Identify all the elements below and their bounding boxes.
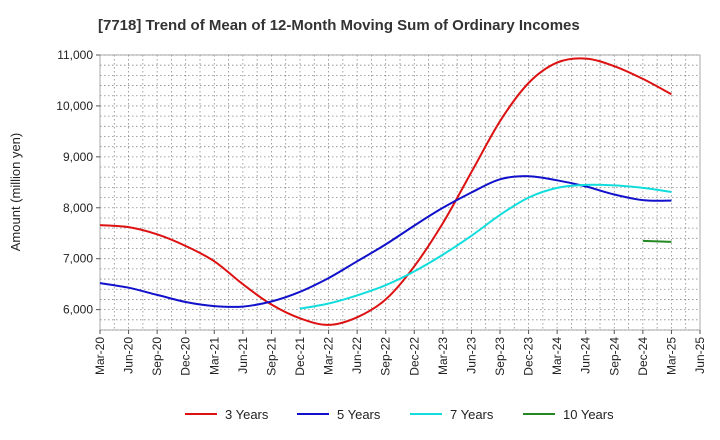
x-tick-label: Jun-25: [693, 337, 707, 374]
series-line-10-years: [642, 239, 672, 243]
y-axis: 6,000 7,000 8,000 9,000 10,000 11,000: [56, 48, 100, 317]
x-tick-label: Dec-21: [293, 337, 307, 376]
x-tick-label: Mar-20: [93, 337, 107, 375]
y-axis-title: Amount (million yen): [8, 133, 23, 252]
y-tick-label: 6,000: [63, 303, 93, 317]
y-tick-label: 11,000: [57, 48, 93, 62]
x-tick-label: Mar-23: [436, 337, 450, 375]
legend-label-7-years: 7 Years: [450, 407, 494, 422]
chart-title: [7718] Trend of Mean of 12-Month Moving …: [98, 17, 580, 34]
x-tick-label: Dec-23: [522, 337, 536, 376]
x-tick-label: Sep-22: [379, 337, 393, 376]
x-tick-label: Mar-22: [322, 337, 336, 375]
series-lines: [99, 57, 672, 326]
x-axis: Mar-20 Jun-20 Sep-20 Dec-20 Mar-21 Jun-21 Sep-…: [93, 330, 707, 376]
x-tick-label: Mar-21: [207, 337, 221, 375]
x-tick-label: Dec-20: [179, 337, 193, 376]
series-line-7-years: [299, 183, 672, 310]
series-line-3-years: [99, 57, 672, 326]
x-tick-label: Sep-20: [150, 337, 164, 376]
x-tick-label: Jun-23: [464, 337, 478, 374]
x-tick-label: Dec-22: [407, 337, 421, 376]
x-tick-label: Jun-21: [236, 337, 250, 374]
x-tick-label: Jun-22: [350, 337, 364, 374]
legend-label-10-years: 10 Years: [563, 407, 614, 422]
legend-label-3-years: 3 Years: [225, 407, 269, 422]
x-tick-label: Jun-20: [122, 337, 136, 374]
x-tick-label: Mar-25: [664, 337, 678, 375]
x-tick-label: Sep-24: [607, 337, 621, 376]
y-tick-label: 8,000: [63, 201, 93, 215]
y-tick-label: 9,000: [63, 150, 93, 164]
x-tick-label: Jun-24: [579, 337, 593, 374]
x-tick-label: Sep-21: [264, 337, 278, 376]
y-tick-label: 10,000: [56, 99, 93, 113]
x-tick-label: Dec-24: [636, 337, 650, 376]
legend-label-5-years: 5 Years: [337, 407, 381, 422]
x-tick-label: Sep-23: [493, 337, 507, 376]
y-tick-label: 7,000: [63, 252, 93, 266]
x-tick-label: Mar-24: [550, 337, 564, 375]
legend: 3 Years 5 Years 7 Years 10 Years: [185, 407, 614, 422]
